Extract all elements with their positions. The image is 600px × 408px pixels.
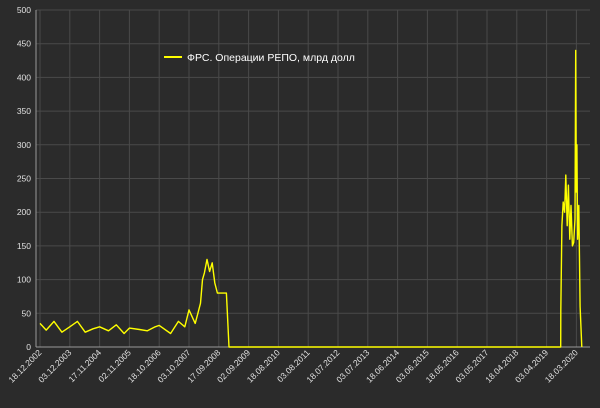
y-tick-label: 400 (17, 72, 31, 82)
series-layer (39, 49, 583, 348)
y-tick-label: 250 (17, 174, 31, 184)
y-tick-label: 350 (17, 106, 31, 116)
grid-lines (36, 9, 590, 348)
y-tick-label: 450 (17, 39, 31, 49)
legend: ФРС. Операции РЕПО, млрд долл (164, 52, 355, 64)
y-tick-label: 150 (17, 241, 31, 251)
y-tick-label: 100 (17, 275, 31, 285)
y-tick-label: 50 (22, 308, 32, 318)
y-tick-label: 500 (17, 5, 31, 15)
y-tick-label: 0 (26, 342, 31, 352)
legend-label: ФРС. Операции РЕПО, млрд долл (187, 52, 355, 64)
y-tick-label: 200 (17, 207, 31, 217)
y-tick-label: 300 (17, 140, 31, 150)
x-axis: 18.12.200203.12.200317.11.200402.11.2005… (6, 347, 580, 384)
series-line (39, 49, 583, 348)
y-axis: 0 50 100 150 200 250 300 350 400 450 500 (17, 5, 31, 352)
